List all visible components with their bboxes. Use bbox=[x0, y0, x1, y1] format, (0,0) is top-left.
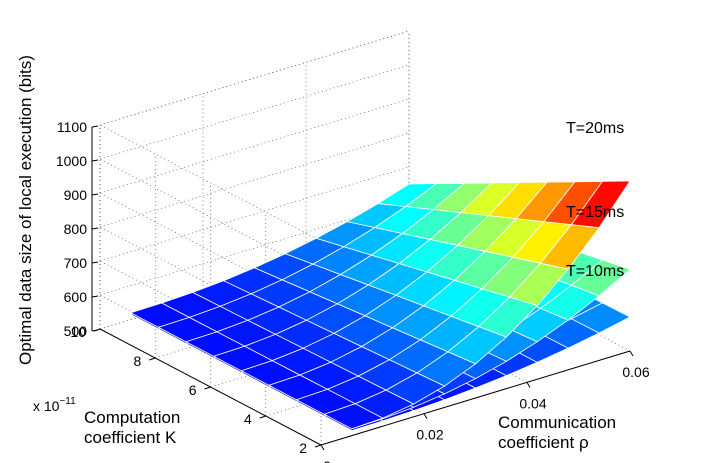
z-axis-label: Optimal data size of local execution (bi… bbox=[16, 55, 35, 365]
z-tick-label: 700 bbox=[64, 255, 88, 271]
surfaces bbox=[129, 180, 631, 431]
surface-patch bbox=[570, 302, 631, 334]
x-axis-label-line1: Communication bbox=[498, 413, 616, 432]
z-tick-mark bbox=[91, 125, 99, 128]
y-tick-mark bbox=[93, 328, 101, 332]
x-tick-mark bbox=[423, 413, 428, 419]
z-tick-label: 800 bbox=[64, 221, 88, 237]
y-tick-mark bbox=[204, 386, 211, 390]
axes bbox=[91, 125, 634, 451]
y-tick-label: 4 bbox=[244, 411, 252, 427]
z-tick-mark bbox=[91, 159, 99, 162]
series-label-t20: T=20ms bbox=[566, 120, 624, 137]
surface-patch bbox=[570, 259, 631, 297]
series-label-t10: T=10ms bbox=[566, 263, 624, 280]
y-tick-label: 10 bbox=[70, 324, 86, 340]
x-tick-mark bbox=[526, 382, 531, 388]
z-tick-mark bbox=[91, 295, 99, 298]
z-tick-label: 600 bbox=[64, 289, 88, 305]
y-tick-label: 2 bbox=[299, 440, 307, 456]
z-tick-label: 900 bbox=[64, 187, 88, 203]
x-tick-mark bbox=[629, 350, 634, 357]
x-tick-label: 0.02 bbox=[416, 427, 443, 443]
grid-edge-top bbox=[99, 30, 410, 126]
z-tick-mark bbox=[91, 261, 99, 264]
y-tick-label: 6 bbox=[189, 382, 197, 398]
z-tick-label: 500 bbox=[64, 323, 88, 339]
y-tick-mark bbox=[314, 444, 322, 448]
grid-line-z-sidewall bbox=[99, 124, 322, 242]
x-tick-mark bbox=[320, 444, 325, 451]
series-label-t15: T=15ms bbox=[566, 204, 624, 221]
y-axis-exponent: x 10−11 bbox=[33, 396, 76, 414]
surface-T=20ms bbox=[129, 180, 631, 430]
grid-line-z-sidewall bbox=[99, 158, 322, 276]
surface-patch bbox=[570, 180, 631, 229]
x-tick-label: 0.06 bbox=[622, 364, 649, 380]
y-tick-label: 8 bbox=[133, 353, 141, 369]
grid-line-z-sidewall bbox=[99, 226, 322, 344]
y-tick-mark bbox=[259, 415, 266, 419]
z-tick-label: 1000 bbox=[56, 153, 87, 169]
y-axis-label-line1: Computation bbox=[84, 408, 180, 427]
x-tick-label: 0 bbox=[323, 458, 331, 463]
y-axis-label-line2: coefficient K bbox=[84, 428, 177, 447]
x-tick-label: 0.04 bbox=[519, 395, 546, 411]
x-axis-line bbox=[320, 350, 631, 446]
x-axis-label-line2: coefficient ρ bbox=[498, 433, 589, 452]
tick-labels: 500 600 700 800 900 1000 1100 0 0.02 0.04 0.06 2 4 6 8… bbox=[56, 119, 650, 463]
z-tick-label: 1100 bbox=[57, 119, 87, 135]
z-tick-mark bbox=[91, 193, 99, 196]
y-tick-mark bbox=[149, 357, 156, 361]
z-tick-mark bbox=[91, 227, 99, 230]
grid-line-z-backwall bbox=[99, 64, 410, 160]
grid-line-z-backwall bbox=[99, 98, 410, 194]
